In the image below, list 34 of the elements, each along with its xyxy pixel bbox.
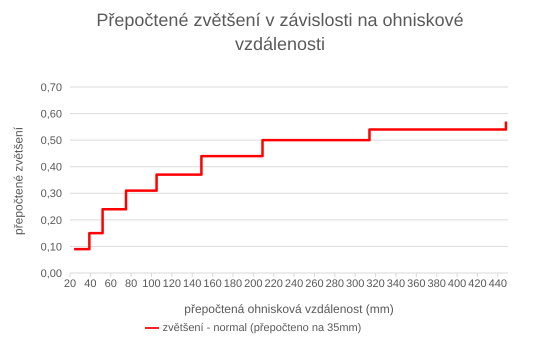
x-tick-label: 40 — [84, 278, 96, 290]
y-tick-label: 0,50 — [40, 135, 62, 148]
x-tick-label: 260 — [305, 278, 324, 290]
x-axis-title: přepočtená ohnisková vzdálenost (mm) — [184, 302, 394, 316]
x-tick-label: 120 — [162, 278, 182, 290]
y-tick-label: 0,70 — [40, 82, 62, 94]
y-tick-label: 0,60 — [40, 108, 62, 120]
x-tick-label: 400 — [448, 278, 466, 290]
x-tick-label: 20 — [64, 278, 76, 290]
y-tick-label: 0,10 — [40, 241, 62, 254]
x-tick-label: 440 — [488, 278, 507, 290]
x-tick-label: 340 — [386, 278, 406, 290]
x-tick-label: 240 — [284, 278, 304, 290]
x-tick-label: 180 — [224, 278, 242, 290]
x-tick-label: 140 — [183, 278, 202, 290]
x-tick-label: 160 — [203, 278, 222, 290]
y-tick-label: 0,40 — [40, 162, 62, 174]
x-tick-label: 360 — [407, 278, 426, 290]
x-tick-label: 220 — [264, 278, 283, 290]
chart-title: Přepočtené zvětšení v závislosti na ohniskové vzdálenosti — [95, 9, 465, 56]
x-tick-label: 60 — [104, 278, 117, 290]
x-tick-label: 80 — [124, 278, 138, 290]
x-tick-label: 320 — [366, 278, 385, 290]
x-tick-label: 420 — [468, 278, 487, 290]
x-tick-label: 380 — [428, 278, 446, 290]
y-tick-label: 0,00 — [40, 268, 62, 280]
y-axis-title: přepočtené zvětšení — [11, 126, 26, 235]
y-tick-label: 0,30 — [40, 188, 62, 200]
x-tick-label: 100 — [142, 278, 161, 290]
y-tick-label: 0,20 — [40, 214, 62, 227]
x-tick-label: 280 — [326, 278, 344, 290]
x-tick-label: 200 — [244, 278, 263, 290]
legend-label: zvětšení - normal (přepočteno na 35mm) — [162, 322, 362, 334]
x-tick-label: 300 — [346, 278, 364, 290]
